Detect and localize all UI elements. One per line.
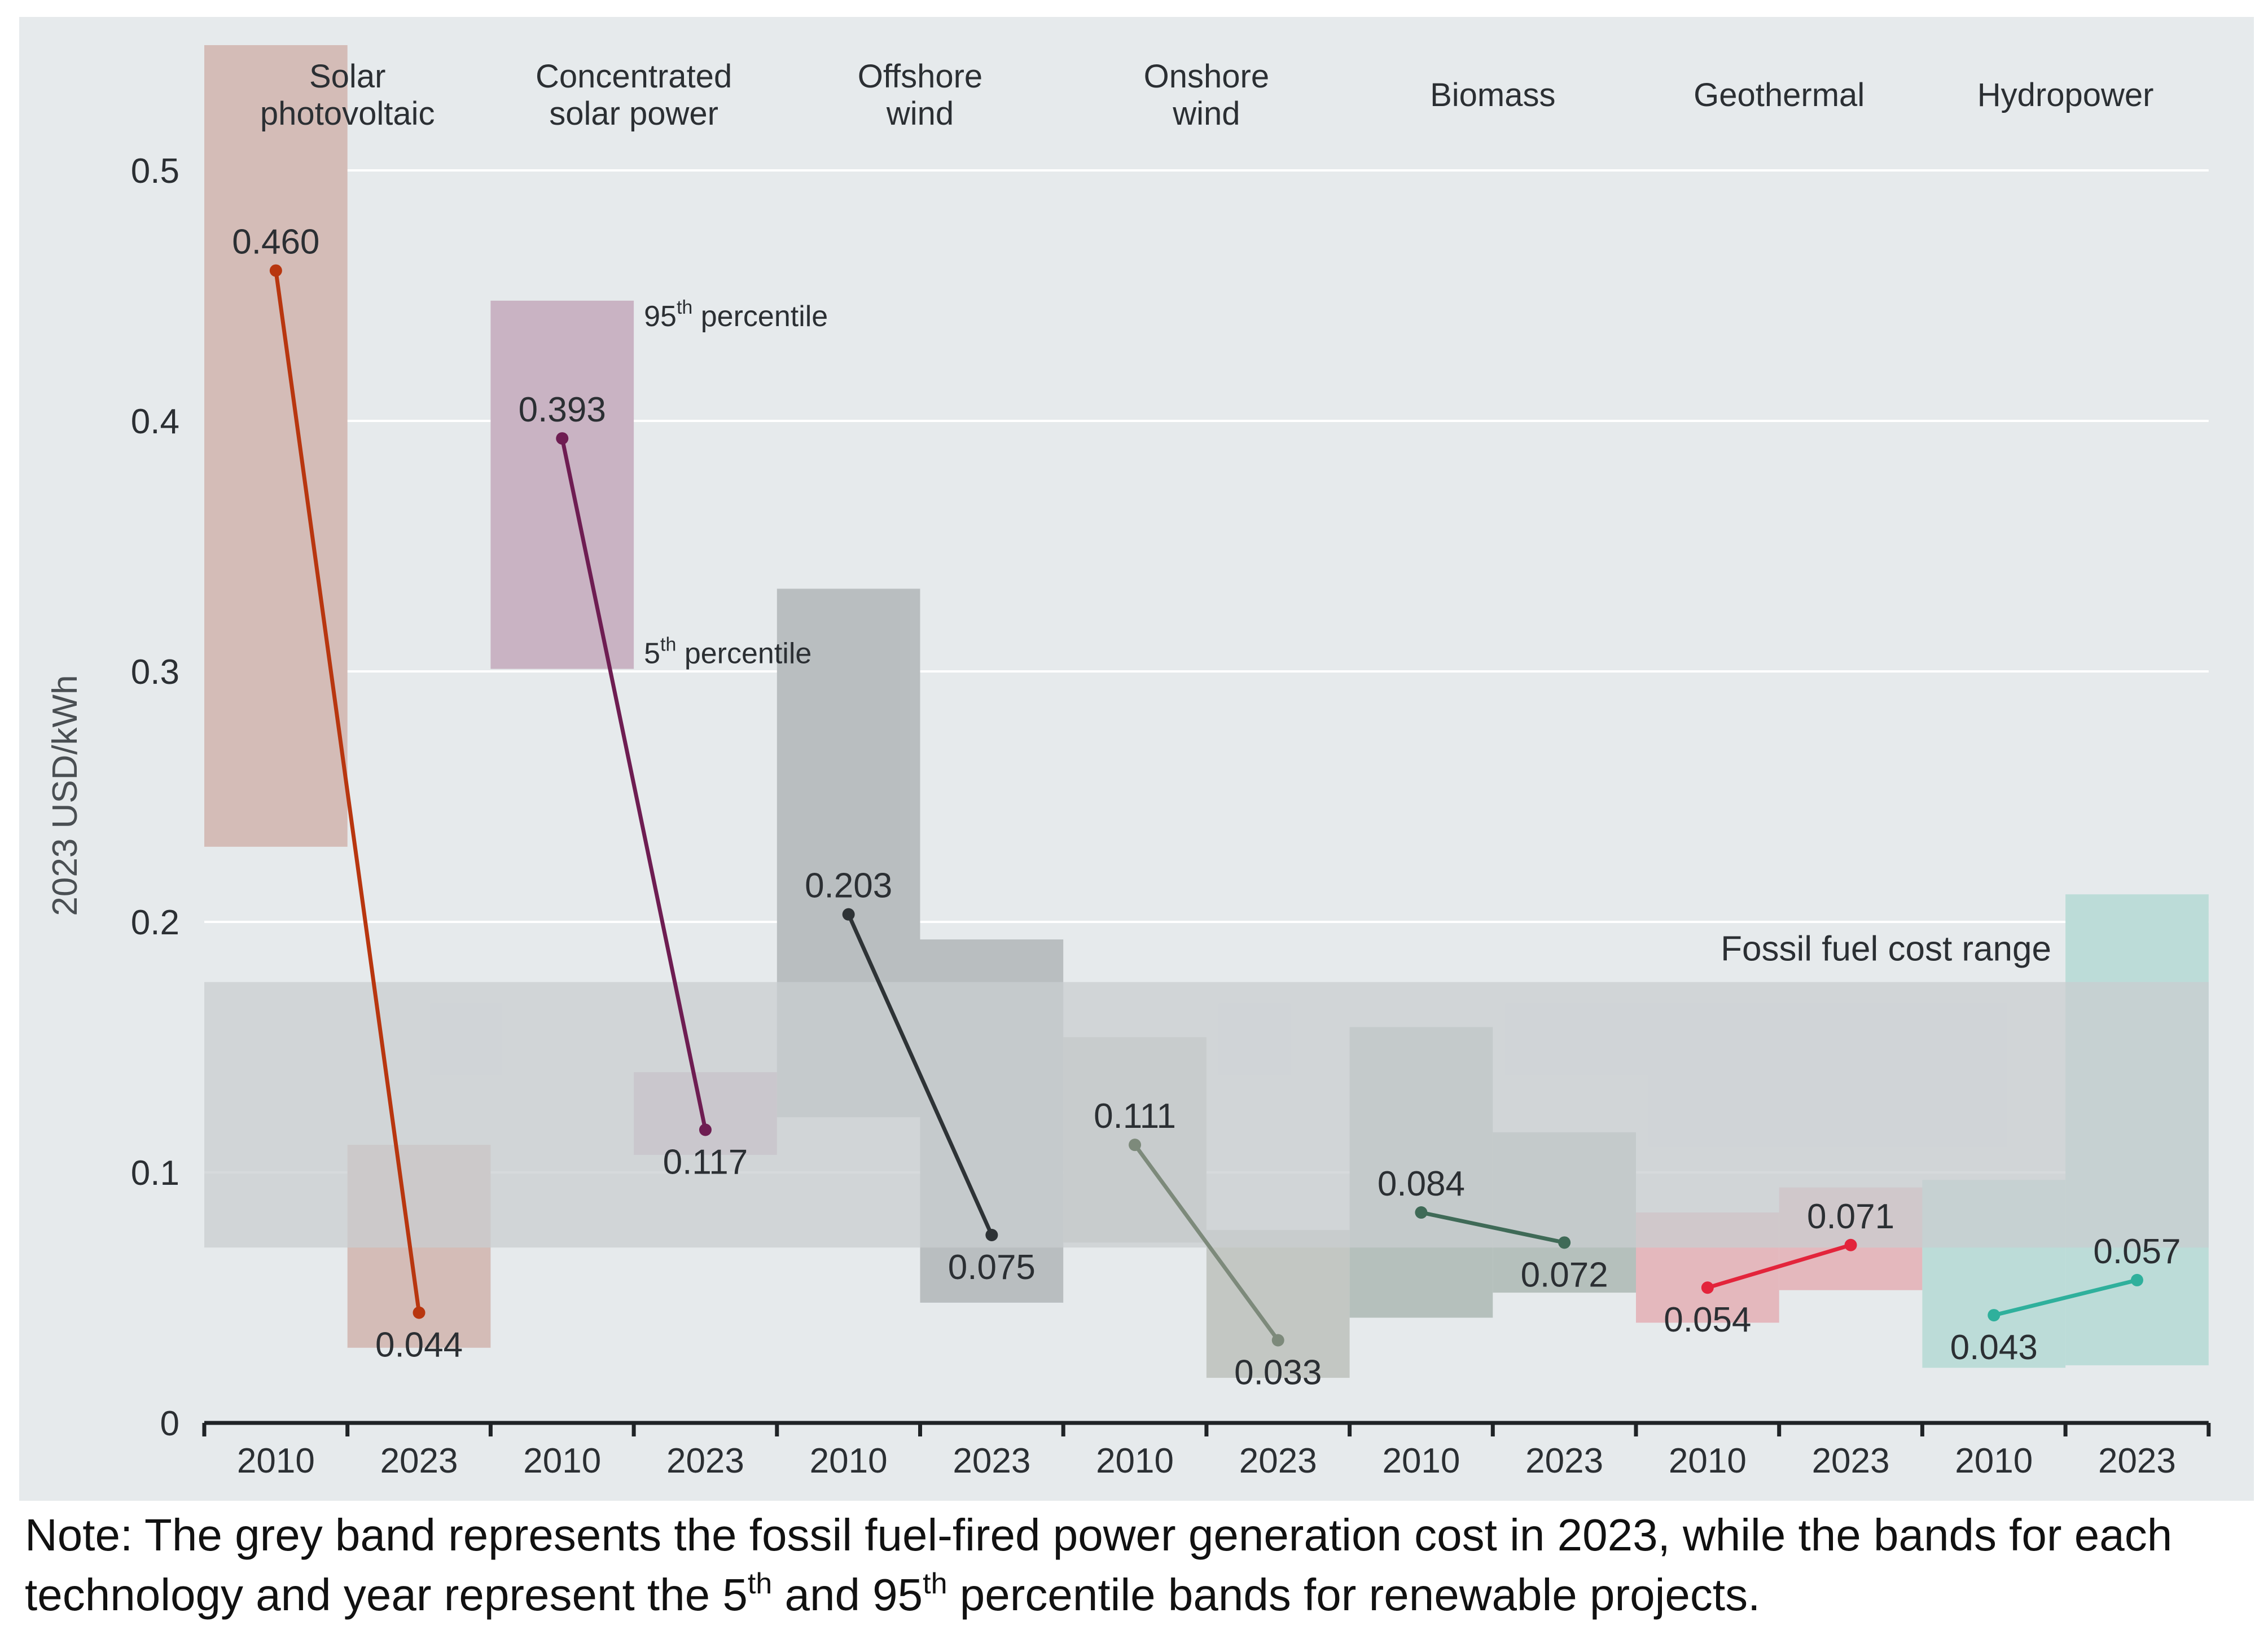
value-label: 0.044 [375,1326,463,1365]
note-text-1: Note: The grey band represents the fossi… [25,1510,2173,1620]
note-sup-2: th [923,1567,947,1600]
series-line [560,438,708,1131]
data-point [1129,1139,1142,1152]
percentile-95-label-text: percentile [692,300,828,333]
year-label: 2010 [1382,1442,1460,1480]
series-line [274,270,422,1313]
series-line [846,913,994,1236]
year-label: 2023 [1812,1442,1890,1480]
technology-header: Geothermal [1694,77,1865,113]
chart: Fossil fuel cost range 00.10.20.30.40.5 … [19,17,2254,1501]
data-point [1415,1206,1428,1219]
fossil-fuel-label: Fossil fuel cost range [1721,930,2051,969]
percentile-95-label-number: 95 [644,300,677,333]
value-label: 0.111 [1094,1097,1176,1136]
year-label: 2010 [523,1442,601,1480]
value-label: 0.072 [1521,1255,1608,1294]
data-point [699,1123,712,1136]
note-sup-1: th [747,1567,773,1600]
value-label: 0.033 [1234,1353,1322,1392]
series-lines [269,264,2143,1347]
data-point [1271,1334,1284,1347]
year-label: 2023 [1525,1442,1603,1480]
data-point [1844,1238,1857,1251]
value-label: 0.057 [2093,1232,2181,1271]
percentile-band [204,45,348,847]
year-label: 2023 [953,1442,1030,1480]
percentile-band [1206,1230,1350,1378]
technology-header: wind [886,95,954,132]
value-labels: 0.460 0.044 0.393 0.117 0.203 0.075 0.111 0.033… [232,223,2181,1392]
technology-header: solar power [549,95,718,132]
technology-header: Hydropower [1977,77,2154,113]
data-point [413,1306,425,1319]
y-tick-label: 0.3 [131,653,179,692]
year-label: 2010 [810,1442,888,1480]
year-label: 2010 [237,1442,315,1480]
technology-header: Biomass [1430,77,1555,113]
note-text-2: and 95 [772,1570,923,1620]
year-label: 2023 [380,1442,458,1480]
year-label: 2010 [1669,1442,1747,1480]
data-point [1701,1281,1714,1294]
percentile-95-label: 95th percentile [644,297,828,333]
year-label: 2023 [1239,1442,1317,1480]
y-tick-label: 0.2 [131,903,179,942]
percentile-5-label-number: 5 [644,638,660,670]
data-point [1558,1236,1571,1249]
value-label: 0.043 [1950,1328,2038,1367]
technology-header: photovoltaic [260,95,435,132]
percentile-5-label-text: percentile [676,638,811,670]
percentile-5-label-suffix: th [660,634,676,656]
fossil-fuel-band-rect [204,982,2209,1248]
data-point [1988,1309,2001,1322]
year-label: 2010 [1096,1442,1174,1480]
value-label: 0.117 [663,1143,748,1182]
technology-header: wind [1172,95,1240,132]
value-label: 0.203 [805,867,892,906]
technology-header: Offshore [858,58,982,95]
y-tick-label: 0.5 [131,152,179,191]
percentile-95-label-suffix: th [677,297,692,318]
value-label: 0.054 [1664,1300,1751,1339]
data-point [2130,1273,2143,1286]
series-line [1993,1278,2138,1317]
data-point [556,432,569,445]
value-label: 0.084 [1378,1165,1465,1203]
technology-header: Solar [309,58,385,95]
percentile-5-label: 5th percentile [644,634,811,670]
technology-header: Onshore [1144,58,1269,95]
year-label: 2023 [666,1442,744,1480]
value-label: 0.071 [1807,1197,1894,1236]
y-tick-label: 0.1 [131,1154,179,1193]
data-point [985,1229,998,1241]
y-axis-ticks: 0 0.1 0.2 0.3 0.4 0.5 [131,152,179,1443]
x-axis [202,1421,2211,1436]
y-tick-label: 0.4 [131,402,179,441]
year-label: 2023 [2098,1442,2176,1480]
percentile-band [490,300,634,669]
note: Note: The grey band represents the fossi… [25,1505,2260,1625]
value-label: 0.393 [519,390,606,429]
series-line [1133,1144,1280,1342]
series-line [1707,1243,1852,1290]
value-label: 0.460 [232,223,319,262]
series-line [1420,1210,1565,1245]
data-point [269,264,282,277]
y-tick-label: 0 [160,1404,179,1443]
note-text-3: percentile bands for renewable projects. [947,1570,1761,1620]
fossil-fuel-band: Fossil fuel cost range [204,930,2209,1248]
year-labels: 2010 2023 2010 2023 2010 2023 2010 2023 2010 2023… [237,1442,2176,1480]
technology-header: Concentrated [536,58,732,95]
value-label: 0.075 [948,1248,1036,1287]
y-axis-label: 2023 USD/kWh [46,675,85,916]
data-point [842,908,855,921]
year-label: 2010 [1955,1442,2033,1480]
